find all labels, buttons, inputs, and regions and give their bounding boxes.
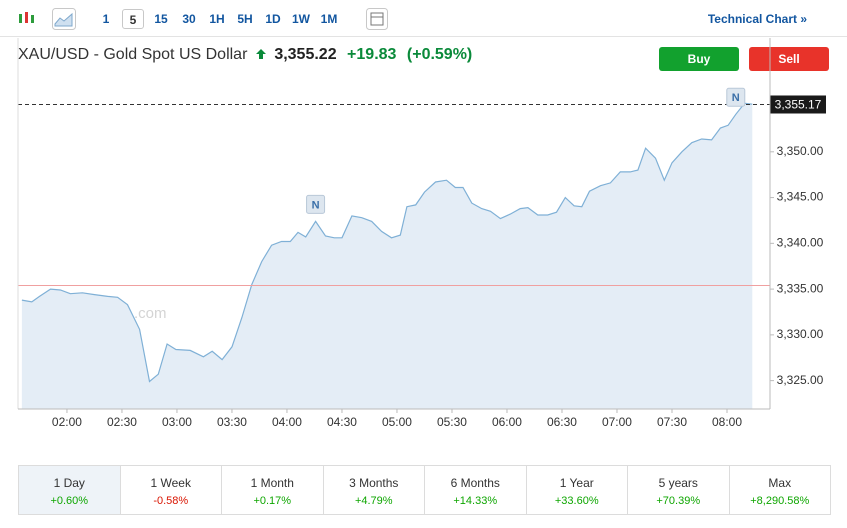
toolbar: 1 5 15 30 1H 5H 1D 1W 1M Technical Chart » bbox=[0, 0, 847, 37]
period-label: 1 Day bbox=[53, 476, 85, 490]
period-cell[interactable]: 1 Day +0.60% bbox=[19, 466, 120, 514]
period-label: 6 Months bbox=[450, 476, 500, 490]
buy-button[interactable]: Buy bbox=[659, 47, 739, 71]
period-change: +4.79% bbox=[354, 495, 393, 507]
price: 3,355.22 bbox=[274, 46, 337, 63]
x-tick-label: 03:30 bbox=[217, 415, 247, 429]
technical-chart-link[interactable]: Technical Chart » bbox=[707, 12, 807, 26]
x-tick-label: 07:00 bbox=[602, 415, 632, 429]
period-label: Max bbox=[768, 476, 792, 490]
news-marker-label: N bbox=[312, 199, 320, 211]
period-table: 1 Day +0.60% 1 Week -0.58% 1 Month +0.17% 3 Mo… bbox=[18, 465, 831, 515]
news-marker-label: N bbox=[732, 92, 740, 104]
price-line bbox=[21, 102, 753, 383]
interval-button[interactable]: 1W bbox=[292, 12, 310, 26]
interval-button[interactable]: 5H bbox=[237, 12, 253, 26]
area-icon[interactable] bbox=[52, 8, 76, 30]
period-cell[interactable]: 6 Months +14.33% bbox=[424, 466, 526, 514]
sell-button[interactable]: Sell bbox=[749, 47, 829, 71]
period-cell[interactable]: 1 Month +0.17% bbox=[221, 466, 323, 514]
x-tick-label: 06:00 bbox=[492, 415, 522, 429]
x-tick-label: 05:30 bbox=[437, 415, 467, 429]
period-label: 1 Month bbox=[250, 476, 294, 490]
x-tick-label: 02:00 bbox=[52, 415, 82, 429]
interval-button[interactable]: 30 bbox=[182, 12, 196, 26]
y-tick-label: 3,350.00 bbox=[777, 144, 824, 158]
y-tick-label: 3,345.00 bbox=[777, 190, 824, 204]
candle-icon[interactable] bbox=[16, 9, 36, 29]
period-change: -0.58% bbox=[153, 495, 189, 507]
period-label: 5 years bbox=[658, 476, 698, 490]
y-tick-label: 3,335.00 bbox=[777, 281, 824, 295]
y-tick-label: 3,340.00 bbox=[777, 236, 824, 250]
change: +19.83 bbox=[347, 46, 397, 63]
instrument-header: XAU/USD - Gold Spot US Dollar 3,355.22 +… bbox=[18, 46, 472, 64]
x-tick-label: 04:30 bbox=[327, 415, 357, 429]
y-tick-label: 3,330.00 bbox=[777, 327, 824, 341]
x-tick-label: 03:00 bbox=[162, 415, 192, 429]
last-price-box bbox=[770, 95, 826, 114]
news-marker bbox=[726, 87, 746, 107]
x-tick-label: 04:00 bbox=[272, 415, 302, 429]
x-tick-label: 02:30 bbox=[107, 415, 137, 429]
last-price-label: 3,355.17 bbox=[775, 98, 822, 112]
change-pct: (+0.59%) bbox=[406, 46, 473, 63]
period-cell[interactable]: 1 Week -0.58% bbox=[119, 466, 222, 514]
x-tick-label: 08:00 bbox=[712, 415, 742, 429]
period-change: +14.33% bbox=[453, 495, 498, 507]
period-change: +70.39% bbox=[656, 495, 701, 507]
period-change: +0.17% bbox=[253, 495, 292, 507]
watermark-suffix: .com bbox=[134, 305, 167, 322]
period-label: 3 Months bbox=[349, 476, 399, 490]
up-arrow bbox=[255, 49, 266, 59]
period-cell[interactable]: 5 years +70.39% bbox=[627, 466, 729, 514]
period-label: 1 Year bbox=[559, 476, 594, 490]
interval-button[interactable]: 1D bbox=[265, 12, 281, 26]
chart: Investing.com3,355.17NN3,325.003,330.003… bbox=[17, 38, 826, 429]
interval-button[interactable]: 15 bbox=[154, 12, 168, 26]
period-cell[interactable]: 1 Year +33.60% bbox=[525, 466, 628, 514]
y-tick-label: 3,325.00 bbox=[777, 373, 824, 387]
interval-button[interactable]: 1 bbox=[102, 12, 110, 26]
x-tick-label: 07:30 bbox=[657, 415, 687, 429]
period-change: +0.60% bbox=[50, 495, 89, 507]
x-tick-label: 06:30 bbox=[547, 415, 577, 429]
period-change: +8,290.58% bbox=[750, 495, 810, 507]
x-tick-label: 05:00 bbox=[382, 415, 412, 429]
period-cell[interactable]: Max +8,290.58% bbox=[728, 466, 831, 514]
interval-button[interactable]: 1H bbox=[209, 12, 225, 26]
news-marker bbox=[306, 194, 326, 214]
instrument-title: XAU/USD - Gold Spot US Dollar bbox=[18, 46, 248, 63]
period-cell[interactable]: 3 Months +4.79% bbox=[322, 466, 425, 514]
area-fill bbox=[21, 103, 753, 410]
interval-button[interactable]: 1M bbox=[320, 12, 338, 26]
interval-button[interactable]: 5 bbox=[122, 9, 144, 29]
period-change: +33.60% bbox=[554, 495, 599, 507]
layout-icon[interactable] bbox=[366, 8, 388, 30]
period-label: 1 Week bbox=[150, 476, 191, 490]
